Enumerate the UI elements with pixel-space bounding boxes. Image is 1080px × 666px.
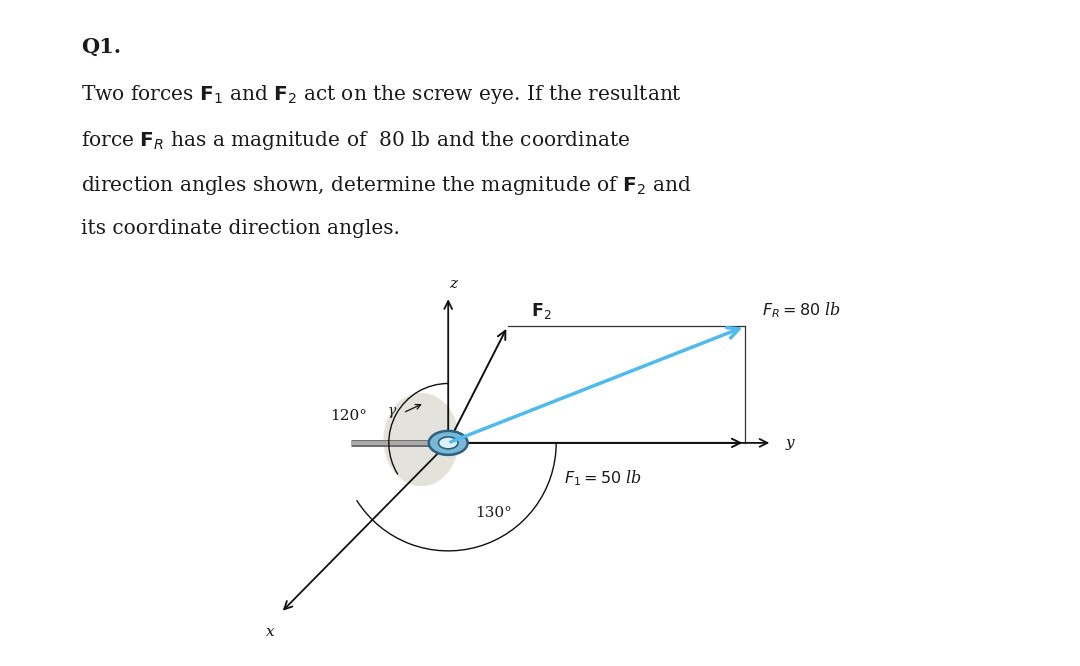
Text: γ: γ: [388, 404, 396, 418]
Text: x: x: [266, 625, 274, 639]
Circle shape: [438, 437, 458, 449]
Text: force $\mathbf{F}_R$ has a magnitude of  80 lb and the coordinate: force $\mathbf{F}_R$ has a magnitude of …: [81, 129, 630, 152]
Text: 130°: 130°: [475, 506, 512, 520]
Text: $F_1 = 50$ lb: $F_1 = 50$ lb: [564, 468, 642, 488]
Text: y: y: [785, 436, 794, 450]
Text: $F_R = 80$ lb: $F_R = 80$ lb: [762, 300, 841, 320]
Circle shape: [429, 431, 468, 455]
Text: direction angles shown, determine the magnitude of $\mathbf{F}_2$ and: direction angles shown, determine the ma…: [81, 174, 691, 197]
Text: $\mathbf{F}_2$: $\mathbf{F}_2$: [531, 301, 552, 321]
Text: 120°: 120°: [330, 409, 367, 424]
Text: Q1.: Q1.: [81, 37, 121, 57]
Text: its coordinate direction angles.: its coordinate direction angles.: [81, 219, 400, 238]
Text: Two forces $\mathbf{F}_1$ and $\mathbf{F}_2$ act on the screw eye. If the result: Two forces $\mathbf{F}_1$ and $\mathbf{F…: [81, 83, 681, 107]
Text: z: z: [449, 277, 458, 291]
Ellipse shape: [383, 393, 459, 486]
